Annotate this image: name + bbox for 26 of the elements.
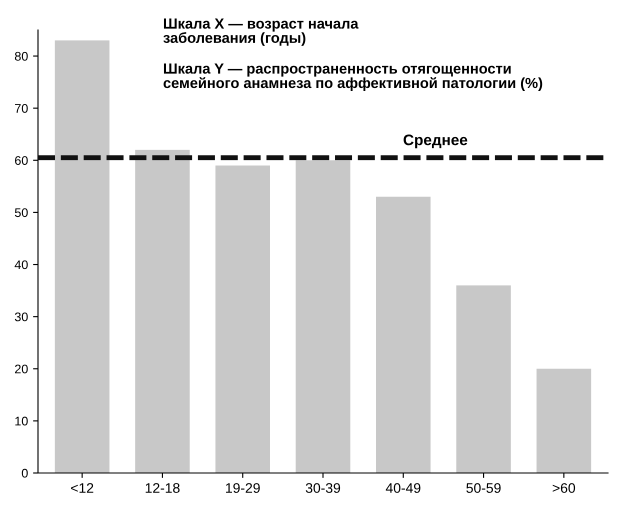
y-tick-label: 40 — [14, 260, 28, 270]
ref-line-label: Среднее — [404, 134, 468, 148]
x-tick-label: 12-18 — [146, 483, 180, 493]
y-tick-label: 50 — [14, 208, 28, 218]
y-tick-label: 80 — [14, 52, 28, 61]
bar — [296, 160, 350, 473]
y-tick-label: 10 — [15, 416, 28, 426]
bar — [215, 166, 270, 473]
y-tick-label: 0 — [22, 468, 28, 478]
x-tick-label: 19-29 — [226, 483, 260, 493]
annotation: Шкала Y — распространенность отягощенности семейного анамнеза по аффективной патологии (%) — [164, 64, 542, 92]
y-tick-label: 60 — [15, 156, 28, 165]
x-tick-label: >60 — [552, 483, 576, 493]
y-tick-label: 20 — [15, 364, 28, 374]
y-tick-label: 70 — [15, 104, 28, 113]
x-tick-label: 30-39 — [306, 483, 340, 493]
x-tick-label: 40-49 — [386, 483, 420, 493]
bar — [54, 40, 110, 473]
y-tick-label: 30 — [14, 312, 28, 322]
bar — [456, 285, 511, 473]
x-tick-label: <12 — [71, 483, 94, 493]
annotation: Шкала X — возраст начала заболевания (годы) — [163, 18, 359, 46]
bar — [135, 150, 190, 473]
bar — [536, 368, 592, 473]
x-tick-label: 50-59 — [466, 483, 501, 493]
bar — [376, 196, 431, 473]
